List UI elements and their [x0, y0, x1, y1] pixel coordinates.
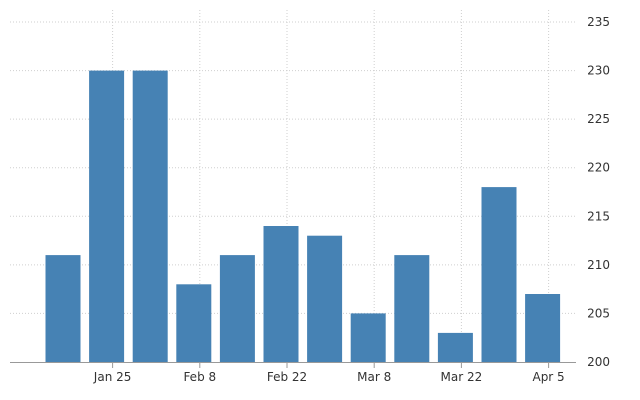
bar-mar-15 — [394, 255, 430, 362]
x-tick-label: Mar 8 — [357, 370, 391, 384]
chart-bars — [45, 70, 561, 362]
y-axis: 200 205 210 215 220 225 230 235 — [587, 15, 610, 369]
bar-feb-1 — [132, 70, 168, 362]
y-tick-label: 215 — [587, 209, 610, 223]
bar-feb-22 — [263, 226, 299, 362]
bar-feb-15 — [219, 255, 255, 362]
y-tick-label: 220 — [587, 161, 610, 175]
y-tick-label: 225 — [587, 112, 610, 126]
bar-jan-25 — [89, 70, 125, 362]
bar-feb-8 — [176, 284, 212, 362]
bar-mar-29 — [481, 187, 517, 362]
x-tick-label: Jan 25 — [93, 370, 132, 384]
y-tick-label: 205 — [587, 306, 610, 320]
y-tick-label: 200 — [587, 355, 610, 369]
y-tick-label: 235 — [587, 15, 610, 29]
bar-jan-18 — [45, 255, 81, 362]
bar-mar-8 — [350, 313, 386, 362]
y-tick-label: 230 — [587, 64, 610, 78]
bar-mar-22 — [437, 332, 473, 362]
bar-mar-1 — [307, 235, 343, 362]
bar-apr-5 — [525, 294, 561, 362]
x-tick-label: Mar 22 — [441, 370, 483, 384]
y-tick-label: 210 — [587, 258, 610, 272]
x-axis: Jan 25 Feb 8 Feb 22 Mar 8 Mar 22 Apr 5 — [10, 362, 576, 384]
x-tick-label: Feb 22 — [267, 370, 307, 384]
x-tick-label: Feb 8 — [183, 370, 216, 384]
x-tick-label: Apr 5 — [532, 370, 564, 384]
